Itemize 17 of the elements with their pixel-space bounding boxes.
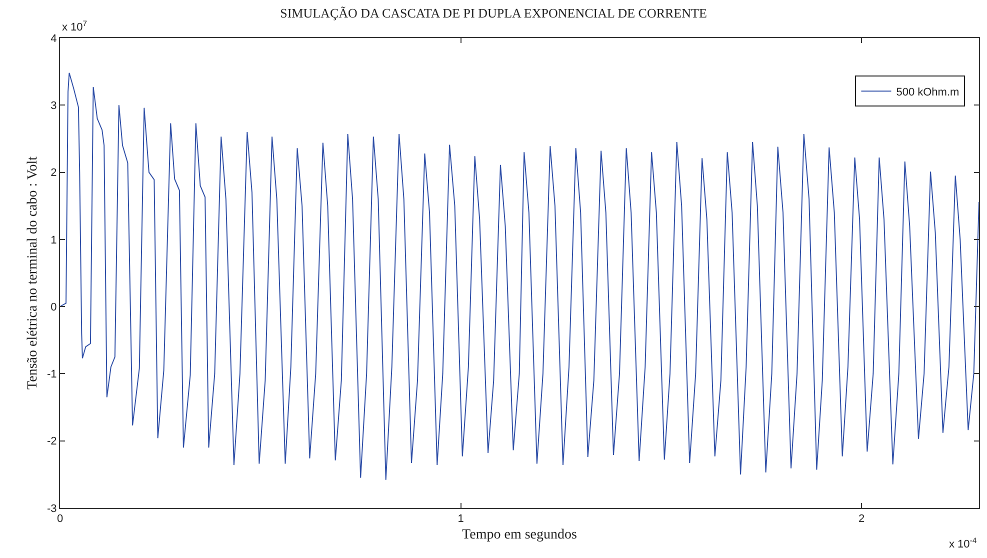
y-tick-label: 2 [50,167,57,180]
x-tick-label: 2 [858,513,865,526]
y-tick-label: -2 [47,436,57,448]
y-tick-label: 3 [50,100,57,112]
text: x 10$^{-4}$ [949,536,978,551]
text: x 10$^{7}$ [62,19,88,34]
x-tick-label: 1 [458,513,464,526]
x-axis-title: Tempo em segundos [462,528,577,542]
y-tick-label: 0 [50,301,57,314]
y-tick-label: -1 [47,368,57,381]
y-tick-label: -3 [47,502,57,515]
legend-label: 500 kOhm.m [896,86,960,98]
y-tick-label: 4 [50,32,57,45]
y-axis-title: Tensão elétrica no terminal do cabo : Volt [26,156,41,390]
chart-title: SIMULAÇÃO DA CASCATA DE PI DUPLA EXPONENCIAL DE CORRENTE [280,5,707,20]
line-series [60,72,979,480]
y-tick-label: 1 [50,234,57,246]
